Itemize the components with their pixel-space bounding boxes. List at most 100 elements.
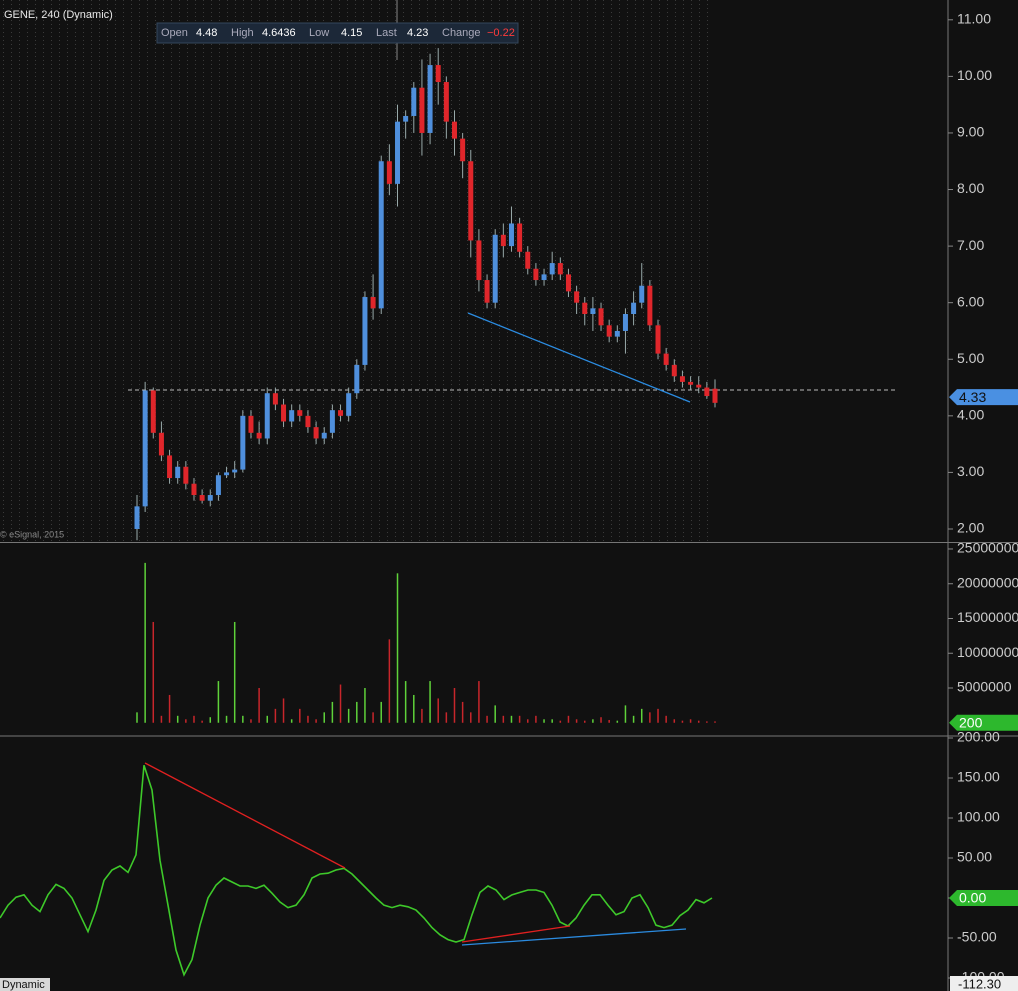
y-tick-label: 8.00	[957, 180, 984, 196]
candle-body	[362, 297, 368, 365]
candle-body	[671, 364, 677, 377]
candle-body	[704, 387, 710, 397]
candle-body	[419, 87, 425, 133]
trend-line	[144, 762, 346, 869]
candle-body	[712, 388, 718, 403]
candle-body	[574, 291, 580, 303]
y-tick-label: 5000000	[957, 679, 1012, 695]
volume-bar	[600, 717, 602, 723]
y-tick-label: 50.00	[957, 849, 992, 865]
candle-body	[598, 308, 604, 326]
volume-bar	[673, 719, 676, 723]
volume-bar	[478, 681, 480, 723]
info-value: 4.6436	[262, 27, 296, 39]
volume-bar	[592, 719, 594, 723]
volume-bar	[445, 712, 448, 723]
y-tick-label: 10000000	[957, 644, 1018, 660]
y-tick-label: 15000000	[957, 609, 1018, 625]
volume-bar	[201, 720, 203, 723]
candle-body	[468, 161, 474, 241]
last-value-box	[949, 714, 1018, 731]
info-value: 4.23	[407, 27, 428, 39]
volume-bar	[136, 712, 138, 723]
candle-body	[525, 251, 531, 269]
candle-body	[541, 274, 547, 281]
volume-bar	[494, 705, 496, 723]
volume-bar	[608, 719, 610, 723]
candle-body	[386, 161, 392, 184]
y-tick-label: 11.00	[957, 11, 991, 27]
volume-bar	[527, 719, 529, 723]
volume-bar	[404, 681, 407, 723]
volume-bar	[356, 701, 358, 723]
info-value: 4.48	[196, 27, 217, 39]
y-tick-label: 2.00	[957, 520, 984, 536]
candle-body	[281, 404, 287, 422]
candle-body	[476, 240, 482, 281]
volume-bar	[168, 694, 171, 723]
volume-bar	[649, 712, 651, 723]
candle-body	[403, 115, 409, 122]
info-label: Last	[376, 27, 397, 39]
candle-body	[631, 302, 637, 314]
candle-body	[232, 469, 238, 473]
info-value: 4.15	[341, 27, 362, 39]
volume-bar	[315, 719, 317, 723]
info-label: Low	[309, 27, 329, 39]
candle-body	[492, 234, 498, 303]
volume-bar	[160, 715, 163, 723]
candle-body	[199, 495, 205, 501]
volume-bar	[665, 715, 667, 723]
volume-bar	[364, 688, 366, 723]
volume-bar	[437, 698, 439, 723]
chart-title: GENE, 240 (Dynamic)	[4, 9, 113, 21]
volume-bar	[543, 719, 545, 723]
candle-body	[346, 393, 352, 416]
last-value-label: 200	[959, 714, 983, 730]
info-value: −0.22	[487, 27, 515, 39]
volume-bar	[282, 698, 285, 723]
y-tick-label: 150.00	[957, 769, 1000, 785]
trend-line	[461, 925, 571, 943]
volume-bar	[144, 562, 146, 723]
volume-bar	[470, 712, 472, 723]
candle-body	[183, 466, 189, 484]
candle-body	[395, 121, 401, 184]
volume-bar	[461, 701, 464, 723]
candle-body	[329, 410, 335, 433]
volume-bar	[535, 715, 537, 723]
info-label: Open	[161, 27, 188, 39]
y-tick-label: 5.00	[957, 350, 984, 366]
candle-body	[150, 390, 156, 433]
trend-line	[461, 928, 687, 946]
last-value-label: 4.33	[959, 389, 986, 405]
candle-body	[264, 393, 270, 439]
candle-body	[484, 280, 490, 303]
volume-bar	[632, 715, 635, 723]
candle-body	[663, 353, 669, 365]
candle-body	[305, 415, 311, 428]
volume-bar	[616, 720, 619, 723]
candle-body	[207, 495, 213, 501]
min-value-label: -112.30	[958, 976, 1001, 991]
volume-bar	[193, 715, 195, 723]
volume-bar	[242, 715, 244, 723]
candle-body	[696, 384, 702, 388]
volume-bar	[567, 715, 570, 723]
y-tick-label: 9.00	[957, 124, 984, 140]
min-value-box	[950, 976, 1018, 991]
volume-bar	[176, 715, 179, 723]
candle-body	[240, 415, 246, 470]
volume-bar	[388, 639, 391, 723]
panel-tab[interactable]	[0, 978, 50, 991]
volume-bar	[421, 708, 423, 723]
candle-body	[614, 330, 620, 337]
y-tick-label: 7.00	[957, 237, 984, 253]
volume-bar	[559, 720, 562, 723]
volume-bar	[339, 684, 342, 723]
candle-body	[590, 308, 596, 314]
last-value-box	[949, 389, 1018, 406]
volume-bar	[217, 681, 220, 723]
volume-bar	[299, 708, 301, 723]
